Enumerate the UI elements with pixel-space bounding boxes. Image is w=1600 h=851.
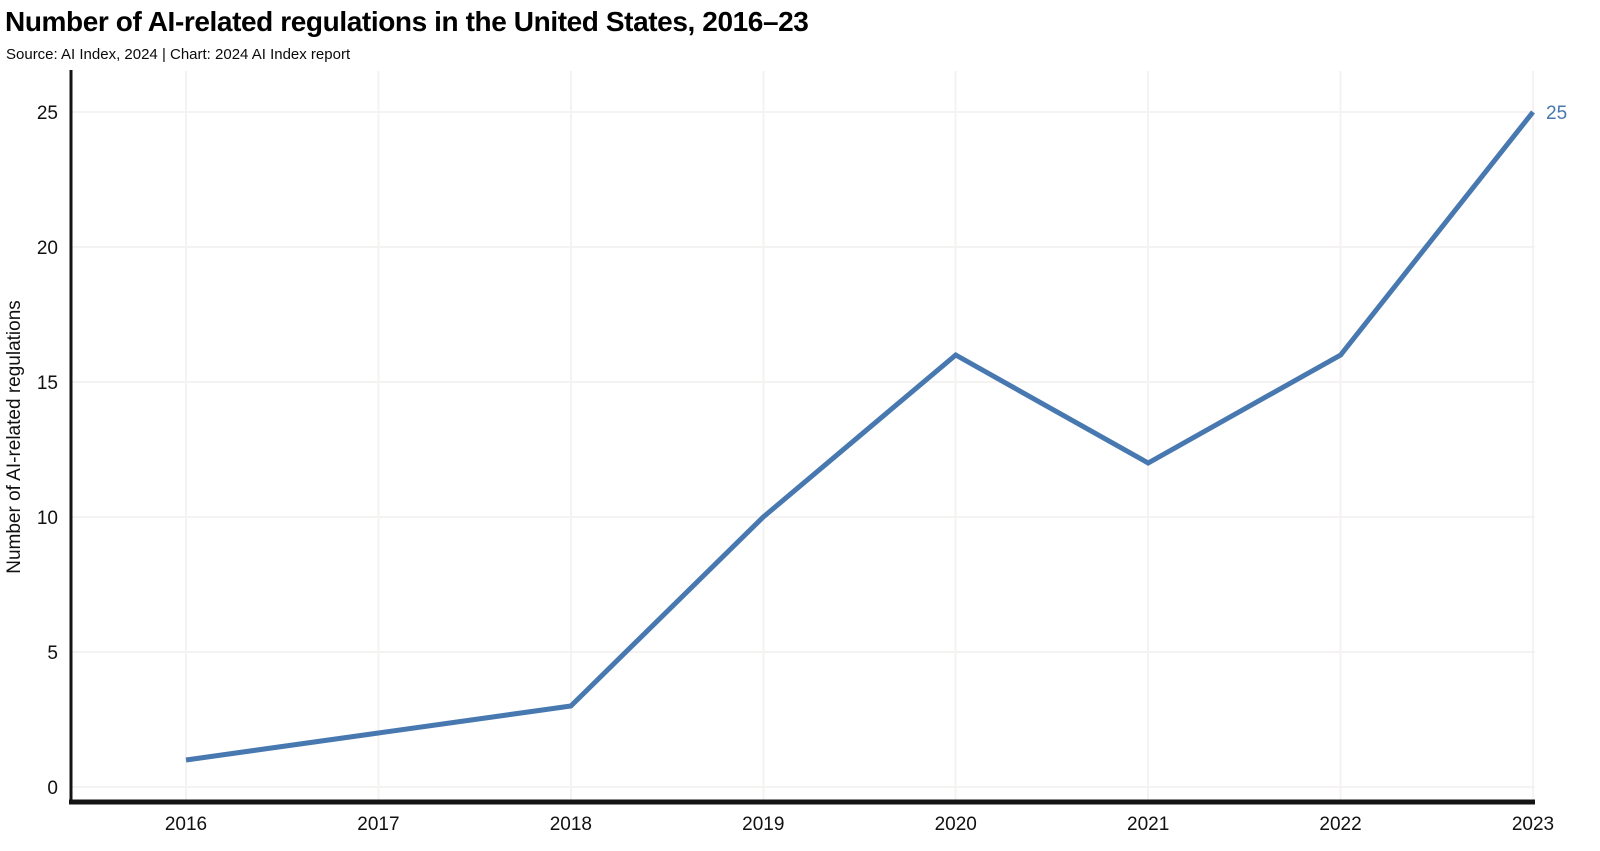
x-tick-label: 2021	[1127, 814, 1169, 835]
y-tick-label: 20	[37, 238, 58, 259]
y-tick-label: 25	[37, 103, 58, 124]
y-axis-title: Number of AI-related regulations	[4, 300, 25, 574]
y-tick-label: 5	[47, 643, 58, 664]
x-tick-label: 2022	[1319, 814, 1361, 835]
chart-source-note: Source: AI Index, 2024 | Chart: 2024 AI …	[6, 46, 351, 63]
y-tick-label: 15	[37, 373, 58, 394]
x-tick-label: 2023	[1512, 814, 1554, 835]
x-tick-label: 2017	[357, 814, 399, 835]
y-tick-label: 10	[37, 508, 58, 529]
chart-title: Number of AI-related regulations in the …	[5, 6, 809, 37]
y-tick-label: 0	[47, 778, 58, 799]
x-tick-label: 2020	[935, 814, 977, 835]
x-tick-label: 2019	[742, 814, 784, 835]
data-line	[185, 110, 1535, 763]
x-tick-label: 2016	[165, 814, 207, 835]
end-value-label: 25	[1546, 103, 1567, 124]
x-tick-label: 2018	[550, 814, 592, 835]
